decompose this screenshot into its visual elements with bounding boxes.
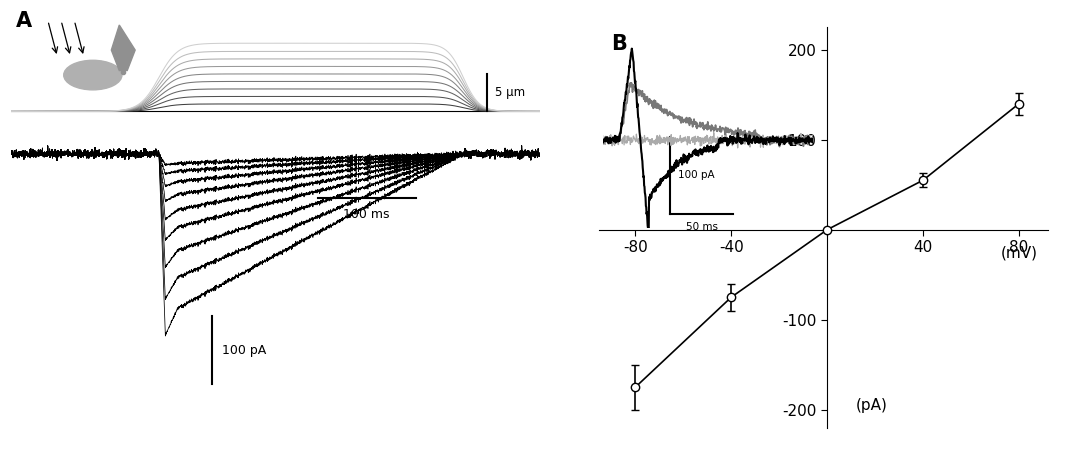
Text: (mV): (mV) bbox=[1001, 246, 1038, 261]
Text: B: B bbox=[611, 34, 627, 54]
Text: (pA): (pA) bbox=[855, 398, 888, 413]
Text: 100 pA: 100 pA bbox=[222, 344, 267, 357]
Ellipse shape bbox=[64, 60, 122, 90]
Text: 100 pA: 100 pA bbox=[678, 171, 715, 181]
Text: A: A bbox=[16, 11, 32, 31]
Text: 5 μm: 5 μm bbox=[495, 86, 525, 99]
Polygon shape bbox=[111, 25, 135, 71]
Text: 50 ms: 50 ms bbox=[686, 222, 717, 233]
Text: 100 ms: 100 ms bbox=[343, 208, 390, 221]
